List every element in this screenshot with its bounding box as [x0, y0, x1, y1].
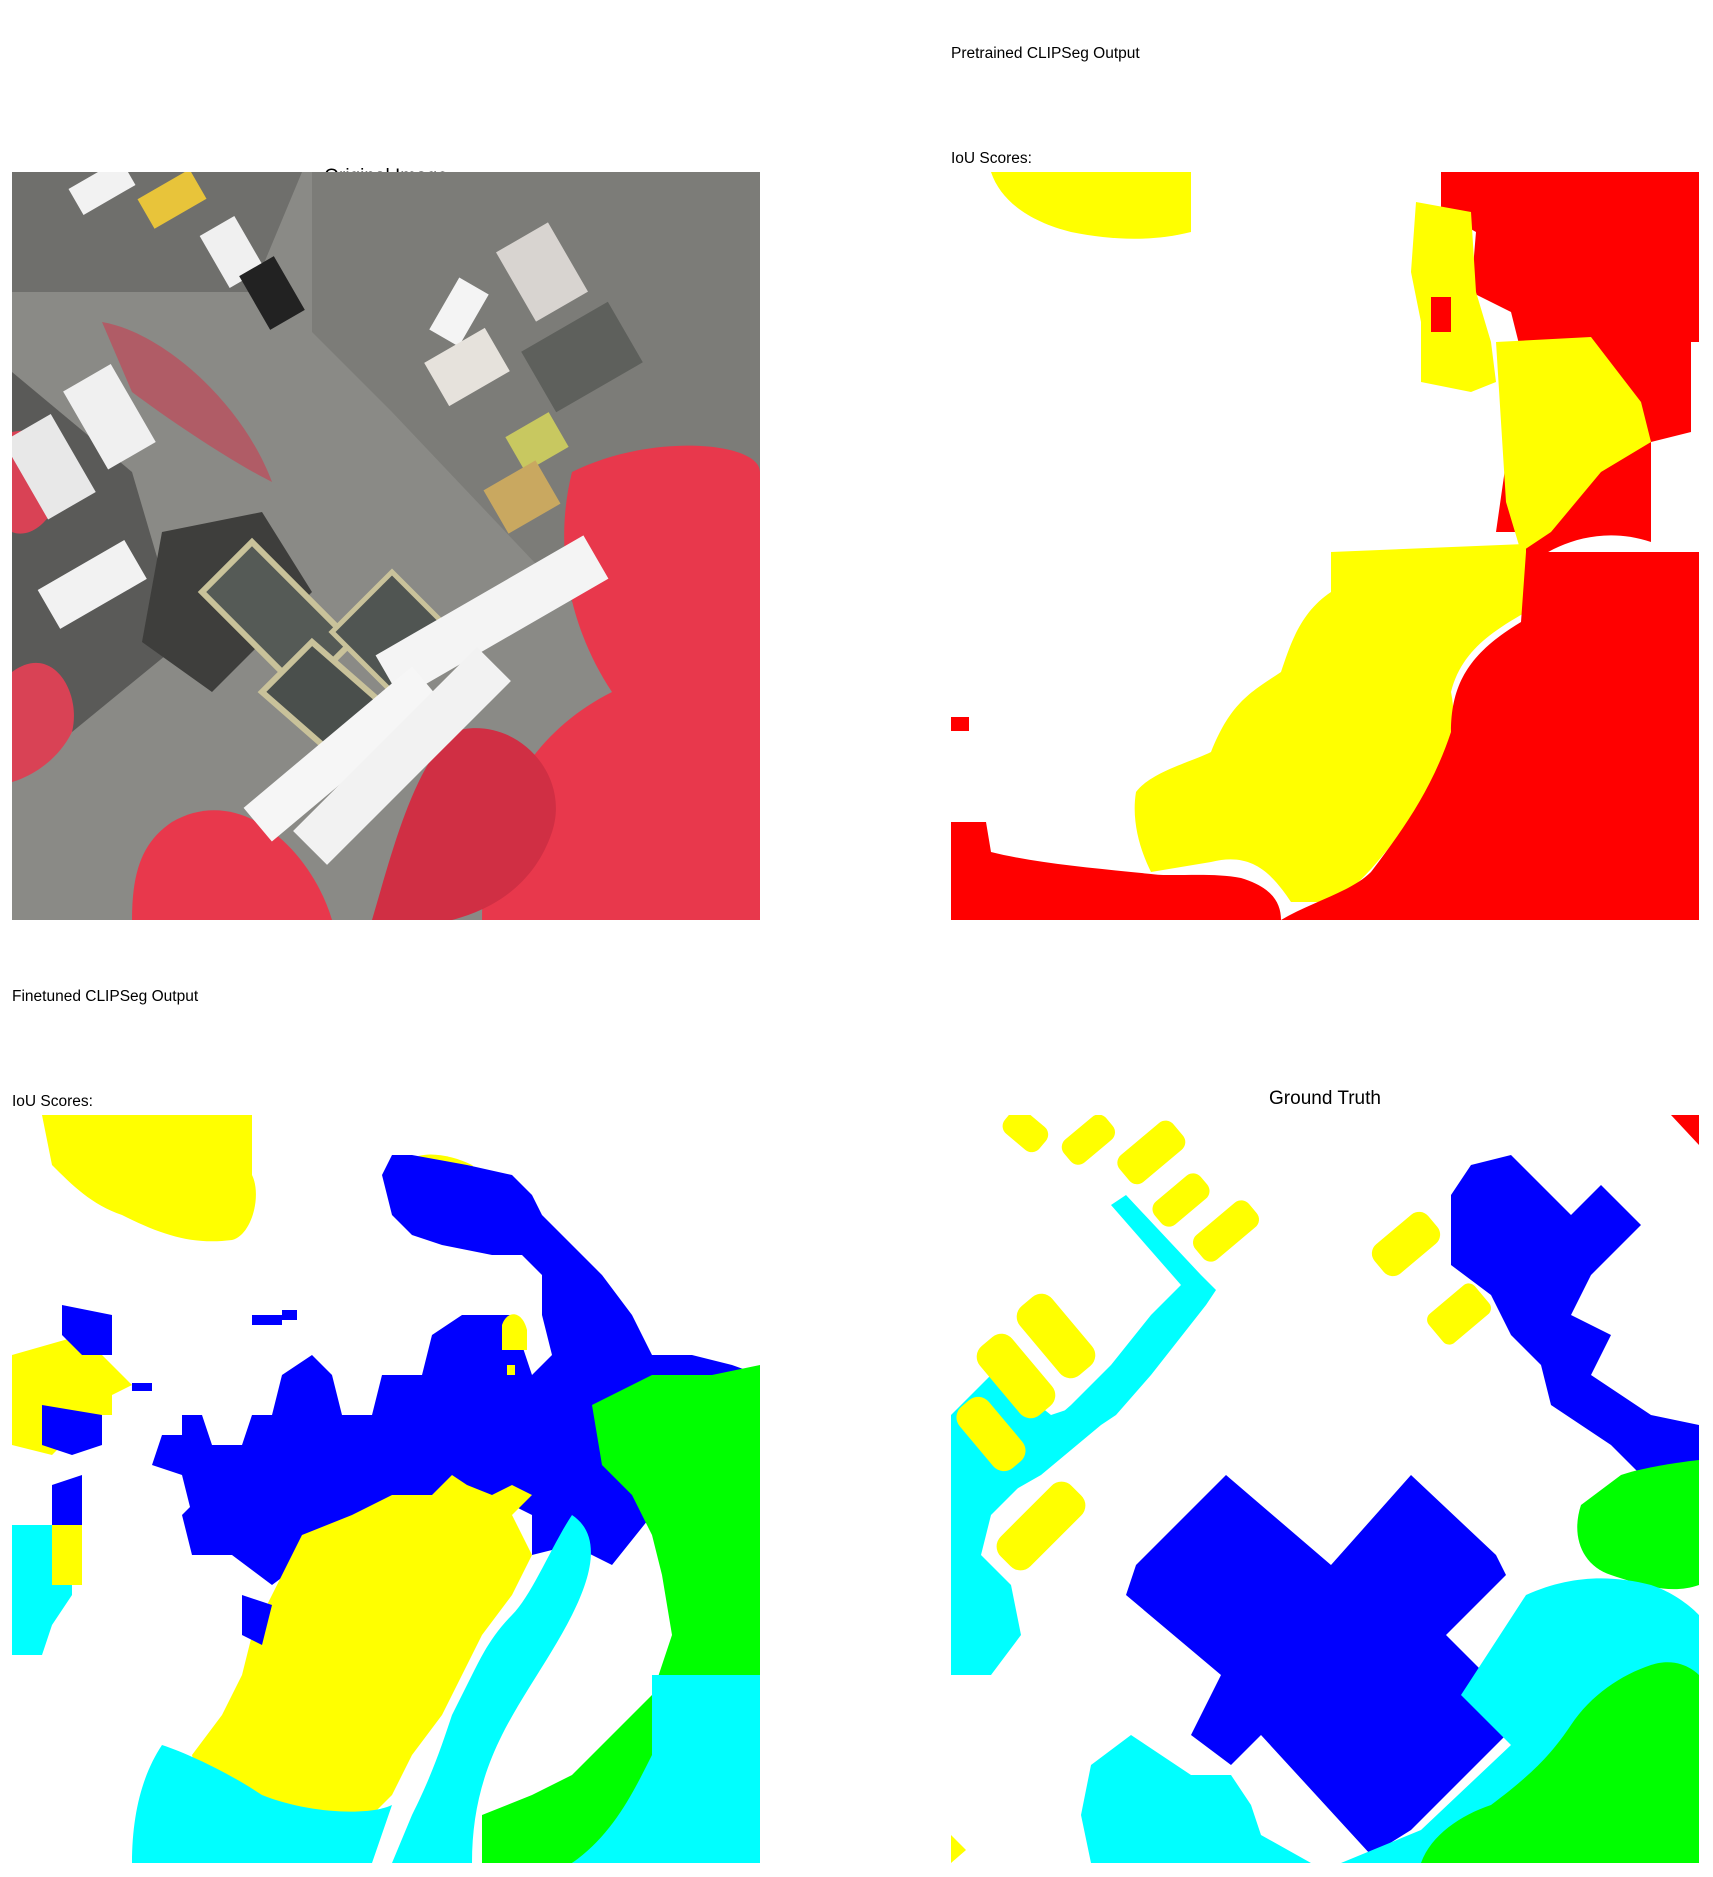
- pretrained-segmentation-map: [951, 172, 1699, 920]
- pretrained-iou-header: IoU Scores:: [951, 150, 1032, 167]
- finetuned-title: Finetuned CLIPSeg Output: [12, 988, 199, 1005]
- building-roof: [197, 535, 609, 865]
- finetuned-segmentation-map: [12, 1115, 760, 1863]
- pretrained-output-panel: [951, 172, 1699, 920]
- finetuned-output-panel: [12, 1115, 760, 1863]
- ground-truth-panel: [951, 1115, 1699, 1863]
- original-aerial-image: [12, 172, 760, 920]
- ground-truth-title: Ground Truth: [1269, 1088, 1381, 1109]
- original-image-panel: [12, 172, 760, 920]
- vehicles: [12, 172, 643, 629]
- ground-truth-segmentation-map: [951, 1115, 1699, 1863]
- pretrained-title: Pretrained CLIPSeg Output: [951, 45, 1140, 62]
- finetuned-iou-header: IoU Scores:: [12, 1093, 93, 1110]
